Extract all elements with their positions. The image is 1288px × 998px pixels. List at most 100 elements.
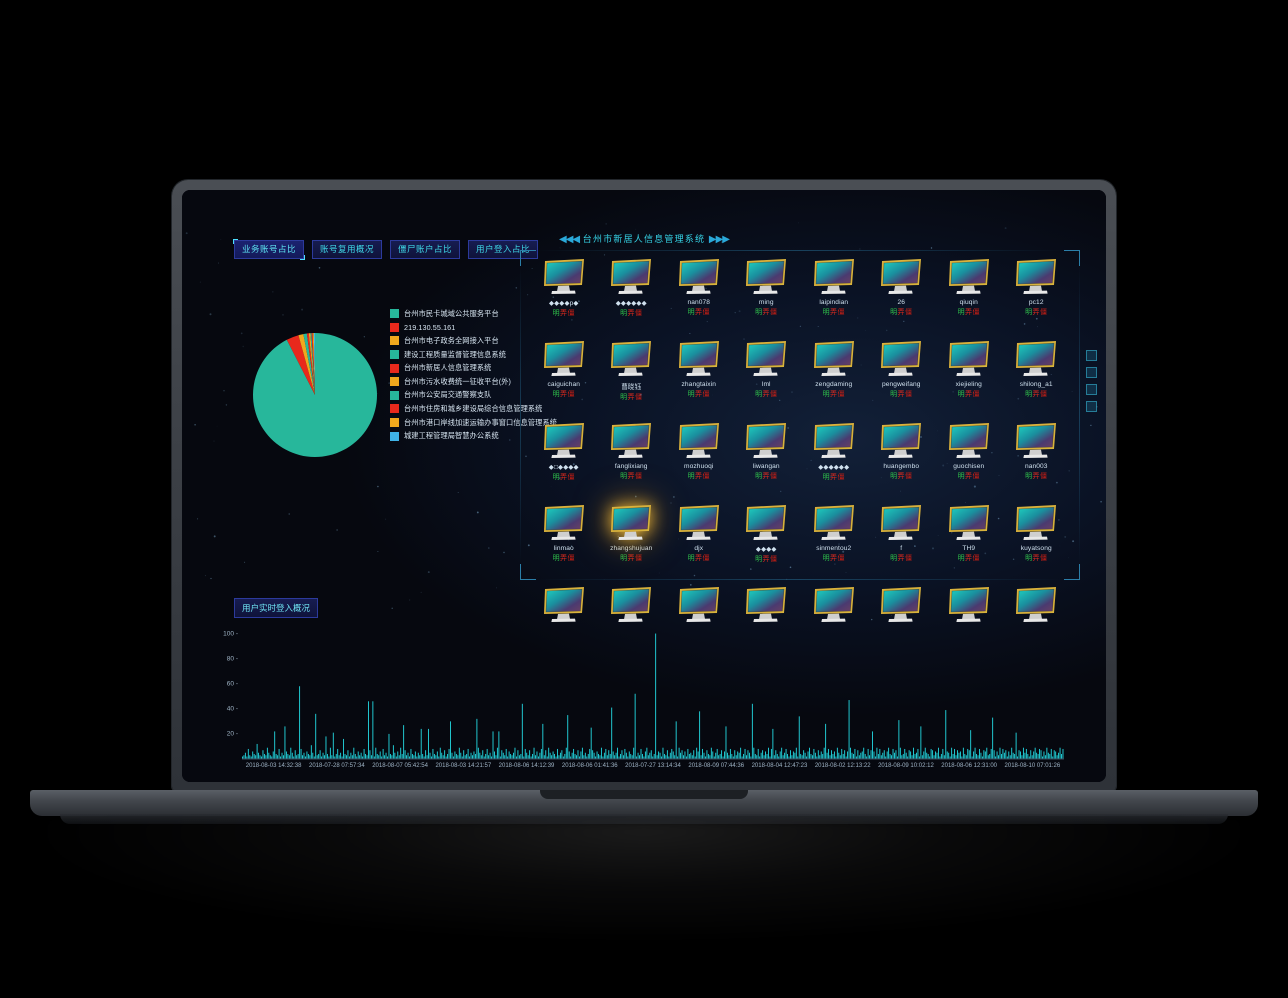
monitor-status-badge: 明弄僵 — [665, 553, 733, 563]
side-indicator-2[interactable] — [1086, 367, 1097, 378]
x-axis-tick: 2018-08-10 07:01:26 — [1005, 763, 1061, 769]
monitor-cell[interactable]: 曹晓钰 明弄僵 — [598, 340, 666, 412]
monitor-cell[interactable]: f 明弄僵 — [868, 504, 936, 576]
legend-label: 台州市新居人信息管理系统 — [404, 363, 491, 373]
monitor-username: qiuqin — [935, 299, 1003, 306]
monitor-icon — [811, 258, 857, 298]
monitor-cell[interactable]: zhangshujuan 明弄僵 — [598, 504, 666, 576]
x-axis-tick: 2018-08-06 12:31:00 — [941, 763, 997, 769]
monitor-cell[interactable]: ◆□◆◆◆◆ 明弄僵 — [530, 422, 598, 494]
laptop-foot — [60, 814, 1228, 824]
monitor-status-badge: 明弄僵 — [1003, 471, 1071, 481]
monitor-username: caiguichan — [530, 381, 598, 388]
monitor-status-badge: 明弄僵 — [935, 553, 1003, 563]
monitor-icon — [878, 422, 924, 462]
panel-edge-left — [520, 266, 521, 564]
monitor-username: ◆◆◆◆◆◆ — [598, 299, 666, 307]
monitor-cell[interactable]: shilong_a1 明弄僵 — [1003, 340, 1071, 412]
monitor-cell[interactable]: xiejieling 明弄僵 — [935, 340, 1003, 412]
monitor-username: 26 — [868, 299, 936, 306]
side-indicator-4[interactable] — [1086, 401, 1097, 412]
monitor-status-badge: 明弄僵 — [598, 471, 666, 481]
monitor-status-badge: 明弄僵 — [800, 472, 868, 482]
legend-label: 台州市污水收费统一征收平台(外) — [404, 377, 511, 387]
monitor-username: xiejieling — [935, 381, 1003, 388]
monitor-status-badge: 明弄僵 — [733, 389, 801, 399]
tab-corner-br — [300, 255, 305, 260]
x-axis-tick: 2018-08-03 14:21:57 — [435, 763, 491, 769]
monitor-grid[interactable]: ◆◆◆◆p◆ 明弄僵 ◆◆◆◆◆◆ 明弄僵 nan078 明弄僵 — [530, 258, 1070, 658]
dashboard-tabs[interactable]: 业务账号占比 账号复用概况 僵尸账户占比 用户登入占比 — [234, 240, 538, 259]
pie-chart-panel: 台州市民卡城域公共服务平台 219.130.55.161 台州市电子政务全网接入平台… — [242, 285, 492, 495]
legend-color-swatch — [390, 404, 399, 413]
monitor-cell[interactable]: ◆◆◆◆p◆ 明弄僵 — [530, 258, 598, 330]
monitor-icon — [743, 504, 789, 544]
monitor-cell[interactable]: liwangan 明弄僵 — [733, 422, 801, 494]
monitor-username: nan078 — [665, 299, 733, 306]
monitor-cell[interactable]: laipindian 明弄僵 — [800, 258, 868, 330]
monitor-icon — [676, 258, 722, 298]
monitor-cell[interactable]: zhangtaixin 明弄僵 — [665, 340, 733, 412]
monitor-cell[interactable]: linmao 明弄僵 — [530, 504, 598, 576]
account-ratio-pie-chart — [250, 330, 380, 460]
monitor-icon — [676, 340, 722, 380]
monitor-status-badge: 明弄僵 — [1003, 307, 1071, 317]
monitor-cell[interactable]: pc12 明弄僵 — [1003, 258, 1071, 330]
tab-label: 僵尸账户占比 — [398, 244, 452, 254]
monitor-cell[interactable]: qiuqin 明弄僵 — [935, 258, 1003, 330]
monitor-cell[interactable]: ming 明弄僵 — [733, 258, 801, 330]
monitor-cell[interactable]: zengdaming 明弄僵 — [800, 340, 868, 412]
monitor-cell[interactable]: fanglixiang 明弄僵 — [598, 422, 666, 494]
monitor-cell[interactable]: ◆◆◆◆◆◆ 明弄僵 — [800, 422, 868, 494]
side-indicator-1[interactable] — [1086, 350, 1097, 361]
monitor-cell[interactable]: sinmentou2 明弄僵 — [800, 504, 868, 576]
monitor-cell[interactable]: pengweifang 明弄僵 — [868, 340, 936, 412]
monitor-cell[interactable]: nan003 明弄僵 — [1003, 422, 1071, 494]
x-axis-tick: 2018-08-06 01:41:36 — [562, 763, 618, 769]
monitor-status-badge: 明弄僵 — [935, 389, 1003, 399]
arrow-right-icon: ▶▶▶ — [709, 234, 729, 245]
monitor-status-badge: 明弄僵 — [598, 553, 666, 563]
monitor-icon — [676, 422, 722, 462]
tab-zombie-account-ratio[interactable]: 僵尸账户占比 — [390, 240, 460, 259]
monitor-icon — [541, 504, 587, 544]
legend-color-swatch — [390, 336, 399, 345]
monitor-icon — [946, 258, 992, 298]
monitor-status-badge: 明弄僵 — [800, 553, 868, 563]
monitor-cell[interactable]: ◆◆◆◆ 明弄僵 — [733, 504, 801, 576]
monitor-status-badge: 明弄僵 — [935, 471, 1003, 481]
legend-color-swatch — [390, 323, 399, 332]
monitor-username: linmao — [530, 545, 598, 552]
monitor-cell[interactable]: mozhuoqi 明弄僵 — [665, 422, 733, 494]
monitor-icon — [811, 504, 857, 544]
monitor-cell[interactable]: nan078 明弄僵 — [665, 258, 733, 330]
monitor-cell[interactable]: djx 明弄僵 — [665, 504, 733, 576]
center-panel-title: ◀◀◀ 台州市新居人信息管理系统 ▶▶▶ — [559, 232, 729, 245]
y-axis-tick: 40 - — [227, 705, 238, 712]
monitor-icon — [743, 422, 789, 462]
monitor-cell[interactable]: caiguichan 明弄僵 — [530, 340, 598, 412]
tab-label: 账号复用概况 — [320, 244, 374, 254]
monitor-cell[interactable]: 26 明弄僵 — [868, 258, 936, 330]
monitor-cell[interactable]: TH9 明弄僵 — [935, 504, 1003, 576]
monitor-status-badge: 明弄僵 — [868, 471, 936, 481]
monitor-cell[interactable]: guochisen 明弄僵 — [935, 422, 1003, 494]
legend-label: 建设工程质量监督管理信息系统 — [404, 350, 506, 360]
tab-business-account-ratio[interactable]: 业务账号占比 — [234, 240, 304, 259]
monitor-cell[interactable]: lml 明弄僵 — [733, 340, 801, 412]
side-indicator-3[interactable] — [1086, 384, 1097, 395]
tab-account-reuse-overview[interactable]: 账号复用概况 — [312, 240, 382, 259]
monitor-cell[interactable]: huangembo 明弄僵 — [868, 422, 936, 494]
monitor-username: ◆◆◆◆ — [733, 545, 801, 553]
monitor-cell[interactable]: kuyatsong 明弄僵 — [1003, 504, 1071, 576]
monitor-username: lml — [733, 381, 801, 388]
monitor-username: TH9 — [935, 545, 1003, 552]
monitor-username: liwangan — [733, 463, 801, 470]
x-axis-tick: 2018-07-28 07:57:34 — [309, 763, 365, 769]
monitor-username: djx — [665, 545, 733, 552]
monitor-username: fanglixiang — [598, 463, 666, 470]
monitor-cell[interactable]: ◆◆◆◆◆◆ 明弄僵 — [598, 258, 666, 330]
monitor-icon — [1013, 504, 1059, 544]
monitor-username: kuyatsong — [1003, 545, 1071, 552]
side-status-indicators[interactable] — [1086, 350, 1100, 418]
